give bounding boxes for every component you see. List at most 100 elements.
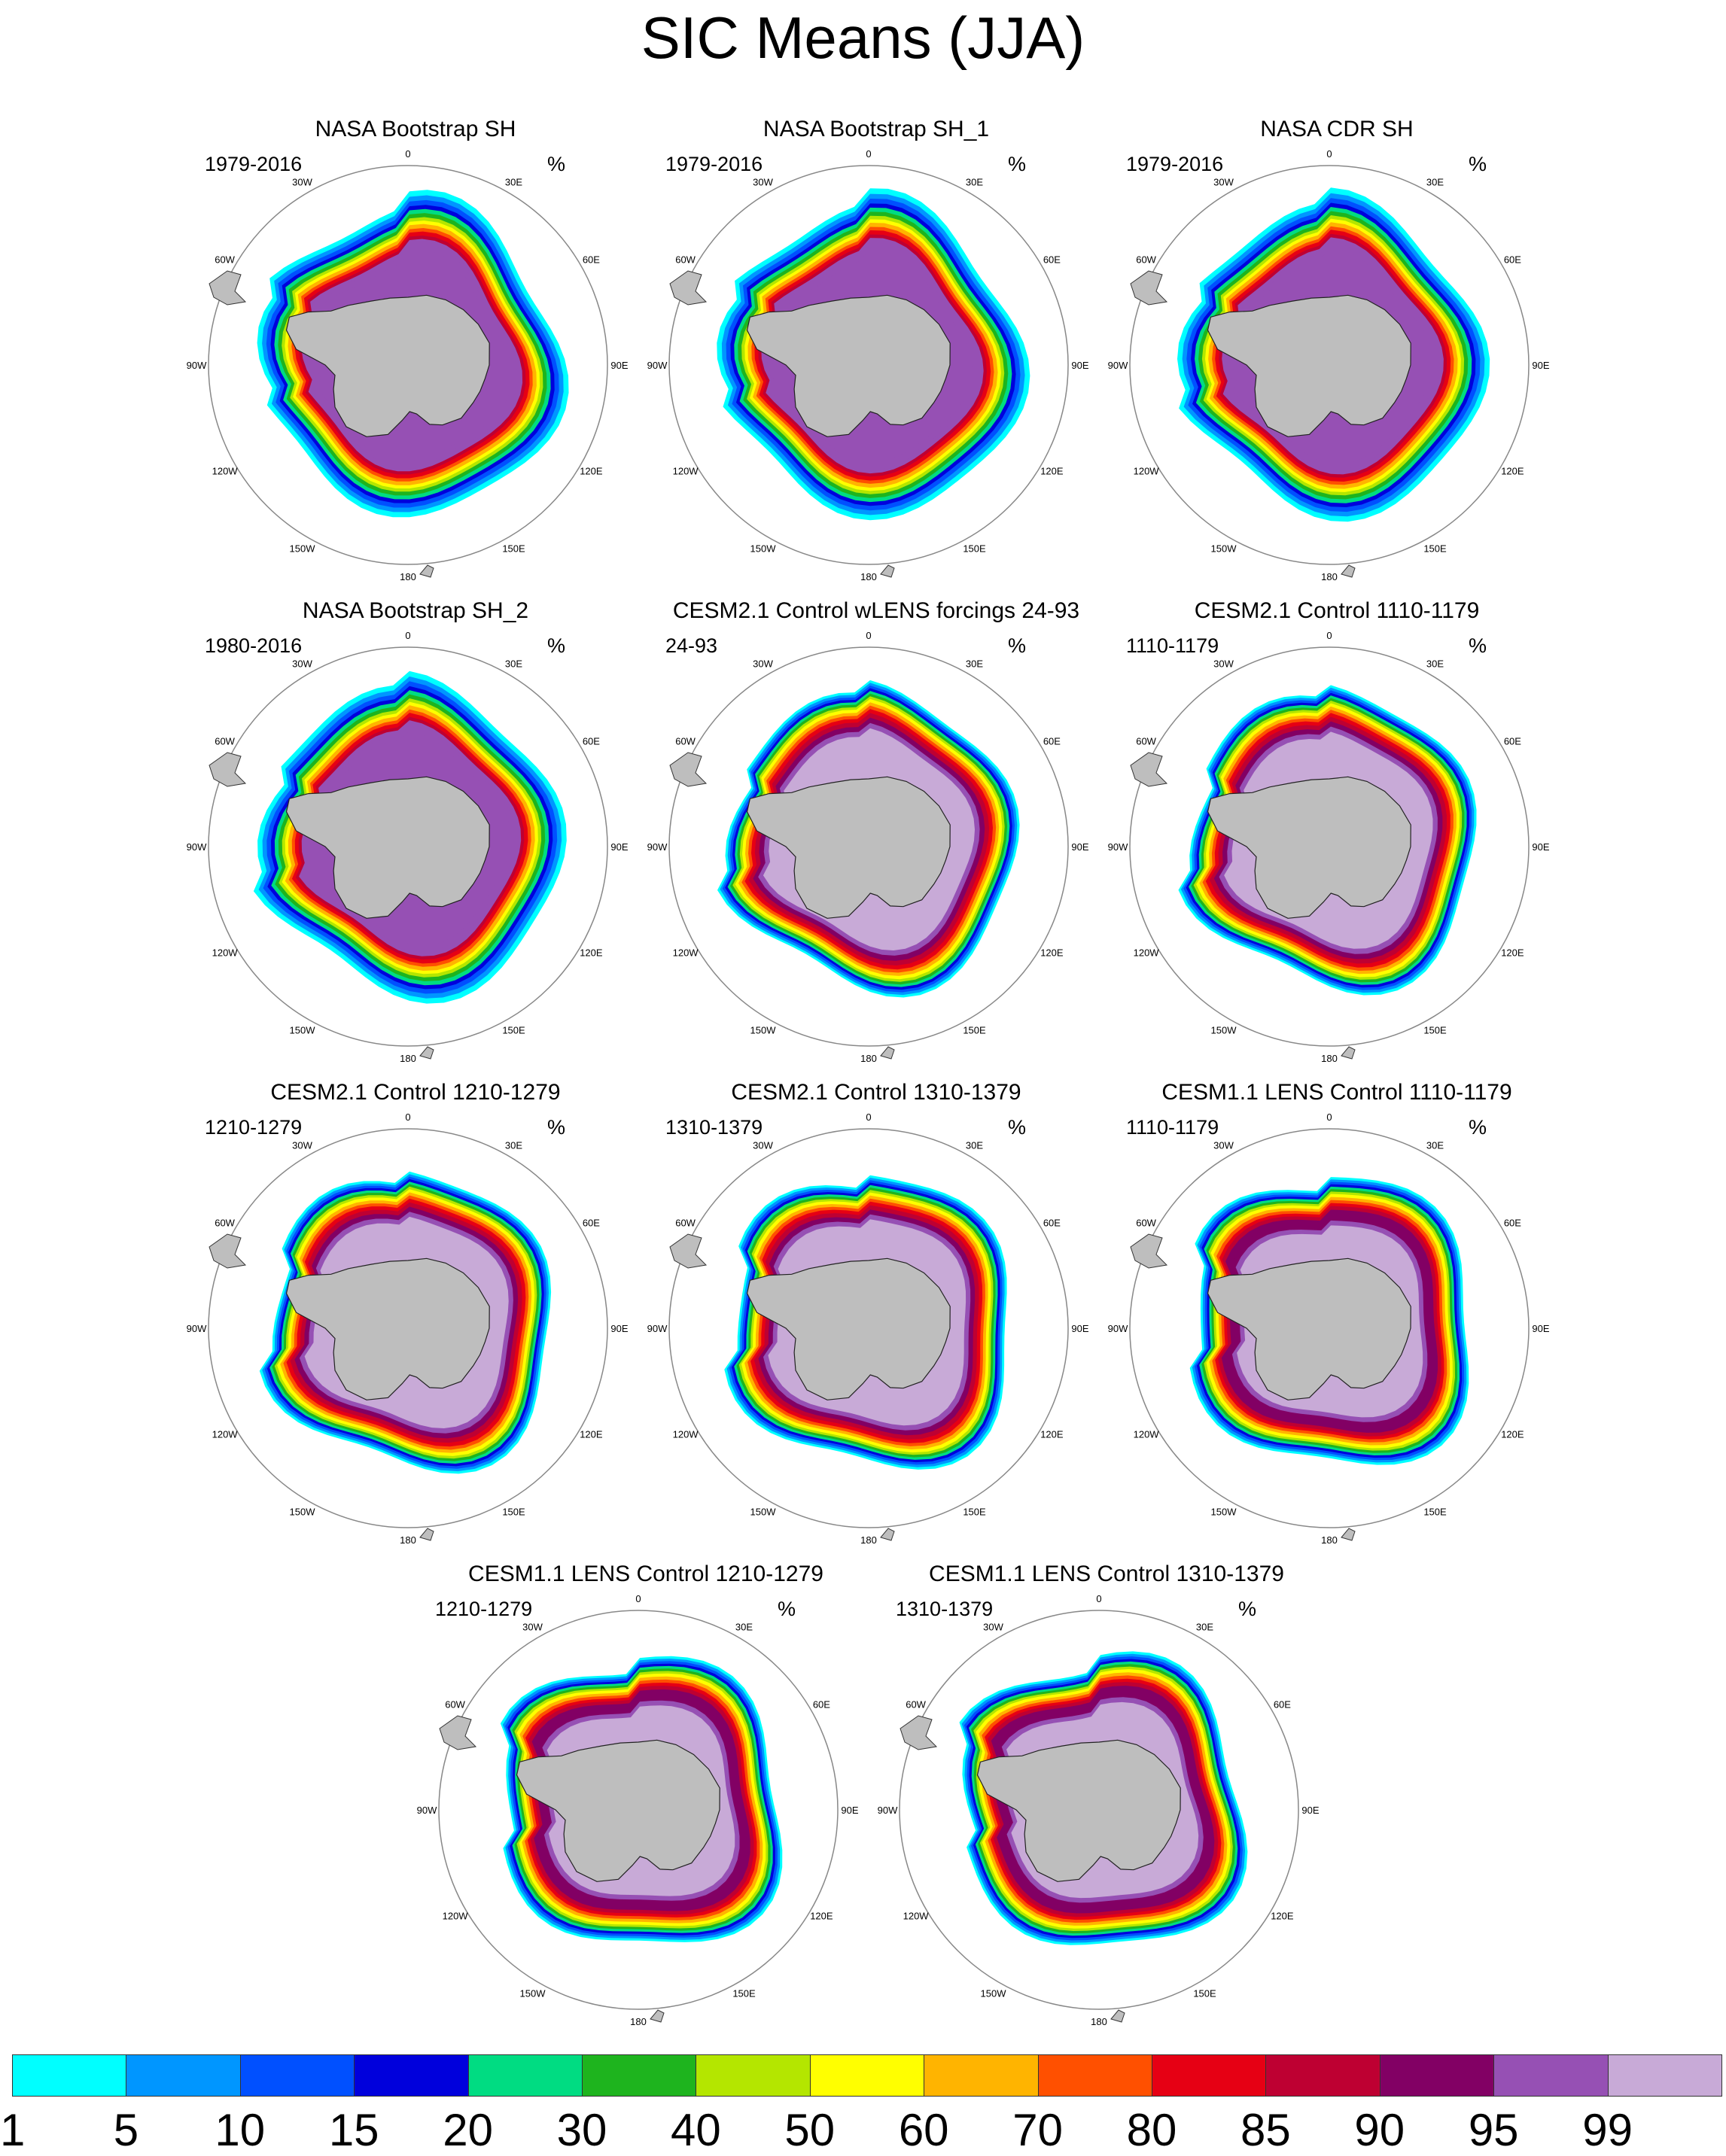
map-panel: 0 30E 60E 90E 120E 150E 180 150W 120W 90W 60W 30W CE…	[873, 1562, 1340, 2043]
antarctica-land	[285, 776, 490, 919]
panel-title: CESM1.1 LENS Control 1310-1379	[929, 1562, 1284, 1586]
longitude-label: 120W	[1134, 1429, 1160, 1440]
panel-title: NASA Bootstrap SH	[315, 117, 516, 141]
longitude-label: 0	[1326, 1111, 1332, 1123]
longitude-label: 0	[866, 1111, 871, 1123]
longitude-label: 120E	[1040, 947, 1064, 959]
longitude-label: 30E	[966, 658, 983, 670]
island-land	[880, 1046, 895, 1060]
longitude-label: 90E	[1532, 841, 1549, 853]
longitude-label: 150W	[1211, 1024, 1237, 1035]
longitude-label: 150W	[290, 1024, 316, 1035]
longitude-label: 120W	[212, 466, 239, 477]
longitude-label: 60W	[675, 254, 696, 266]
south-america-land	[209, 270, 247, 306]
longitude-label: 30E	[505, 658, 522, 670]
longitude-label: 180	[860, 571, 877, 582]
antarctica-land	[1207, 294, 1411, 437]
longitude-label: 0	[866, 148, 871, 160]
longitude-label: 60E	[583, 736, 600, 747]
longitude-label: 90W	[1108, 841, 1128, 853]
island-land	[1341, 1046, 1356, 1060]
south-america-land	[669, 752, 708, 787]
longitude-label: 150W	[1211, 543, 1237, 554]
longitude-label: 90E	[610, 841, 628, 853]
panel-unit: %	[547, 1116, 566, 1139]
panel-unit: %	[547, 634, 566, 657]
antarctica-land	[285, 294, 490, 437]
panel-period: 1210-1279	[435, 1598, 533, 1620]
longitude-label: 90E	[1071, 1323, 1088, 1334]
longitude-label: 120E	[580, 947, 603, 959]
longitude-label: 180	[860, 1534, 877, 1546]
longitude-label: 30W	[1213, 1140, 1234, 1151]
longitude-label: 120E	[580, 1429, 603, 1440]
longitude-label: 90W	[1108, 360, 1128, 371]
polar-map: 0 30E 60E 90E 120E 150E 180 150W 120W 90W 60W 30W	[647, 148, 1089, 582]
longitude-label: 90W	[647, 360, 668, 371]
colorbar-tick-label: 60	[898, 2105, 949, 2155]
panel-title: NASA CDR SH	[1260, 117, 1414, 141]
longitude-label: 120W	[443, 1911, 469, 1922]
island-land	[1341, 1528, 1356, 1541]
island-land	[880, 1528, 895, 1541]
map-panel: 0 30E 60E 90E 120E 150E 180 150W 120W 90W 60W 30W NA…	[182, 598, 649, 1080]
polar-map: 0 30E 60E 90E 120E 150E 180 150W 120W 90W 60W 30W	[187, 1111, 629, 1546]
polar-map: 0 30E 60E 90E 120E 150E 180 150W 120W 90W 60W 30W	[647, 1111, 1089, 1546]
panel-unit: %	[1469, 153, 1487, 175]
antarctica-land	[746, 294, 951, 437]
longitude-label: 90E	[1071, 841, 1088, 853]
panel-period: 1979-2016	[1126, 153, 1224, 175]
island-land	[1341, 564, 1356, 578]
longitude-label: 60E	[583, 254, 600, 266]
south-america-land	[439, 1715, 477, 1750]
longitude-label: 90E	[1532, 360, 1549, 371]
south-america-land	[900, 1715, 938, 1750]
panel-unit: %	[1008, 1116, 1027, 1139]
panel-title: CESM2.1 Control 1310-1379	[731, 1080, 1021, 1105]
longitude-label: 30E	[1426, 658, 1444, 670]
longitude-label: 120E	[1271, 1911, 1294, 1922]
longitude-label: 150E	[1193, 1987, 1216, 1999]
longitude-label: 120E	[1040, 466, 1064, 477]
longitude-label: 180	[630, 2016, 647, 2027]
longitude-label: 60E	[813, 1699, 830, 1711]
longitude-label: 120W	[212, 1429, 239, 1440]
longitude-label: 60E	[1043, 1218, 1061, 1229]
colorbar-swatch	[1037, 2054, 1152, 2097]
longitude-label: 90E	[1532, 1323, 1549, 1334]
longitude-label: 120W	[212, 947, 239, 959]
longitude-label: 120E	[580, 466, 603, 477]
panel-period: 1210-1279	[205, 1116, 303, 1139]
longitude-label: 90W	[187, 1323, 207, 1334]
longitude-label: 150W	[750, 1024, 777, 1035]
longitude-label: 0	[1096, 1593, 1101, 1604]
longitude-label: 0	[405, 630, 410, 641]
south-america-land	[209, 1233, 247, 1269]
longitude-label: 60W	[906, 1699, 926, 1711]
panel-unit: %	[547, 153, 566, 175]
colorbar-tick-label: 20	[443, 2105, 493, 2155]
island-land	[419, 564, 434, 578]
map-panel: 0 30E 60E 90E 120E 150E 180 150W 120W 90W 60W 30W CE…	[643, 598, 1110, 1080]
longitude-label: 30E	[1426, 1140, 1444, 1151]
island-land	[419, 1528, 434, 1541]
longitude-label: 0	[1326, 630, 1332, 641]
polar-map: 0 30E 60E 90E 120E 150E 180 150W 120W 90W 60W 30W	[1108, 630, 1550, 1064]
antarctica-land	[746, 1257, 951, 1400]
polar-map: 0 30E 60E 90E 120E 150E 180 150W 120W 90W 60W 30W	[1108, 148, 1550, 582]
longitude-label: 90W	[417, 1805, 437, 1816]
longitude-label: 60W	[675, 736, 696, 747]
longitude-label: 150W	[750, 543, 777, 554]
colorbar-swatch	[354, 2054, 469, 2097]
panel-title: CESM1.1 LENS Control 1110-1179	[1161, 1080, 1512, 1105]
longitude-label: 30E	[735, 1622, 753, 1633]
island-land	[1110, 2009, 1125, 2023]
panel-unit: %	[778, 1598, 796, 1620]
colorbar-swatch	[696, 2054, 811, 2097]
longitude-label: 60E	[1504, 1218, 1521, 1229]
map-panel: 0 30E 60E 90E 120E 150E 180 150W 120W 90W 60W 30W CE…	[1103, 1080, 1570, 1562]
longitude-label: 150E	[502, 543, 525, 554]
longitude-label: 30W	[292, 658, 312, 670]
colorbar-tick-label: 90	[1354, 2105, 1405, 2155]
